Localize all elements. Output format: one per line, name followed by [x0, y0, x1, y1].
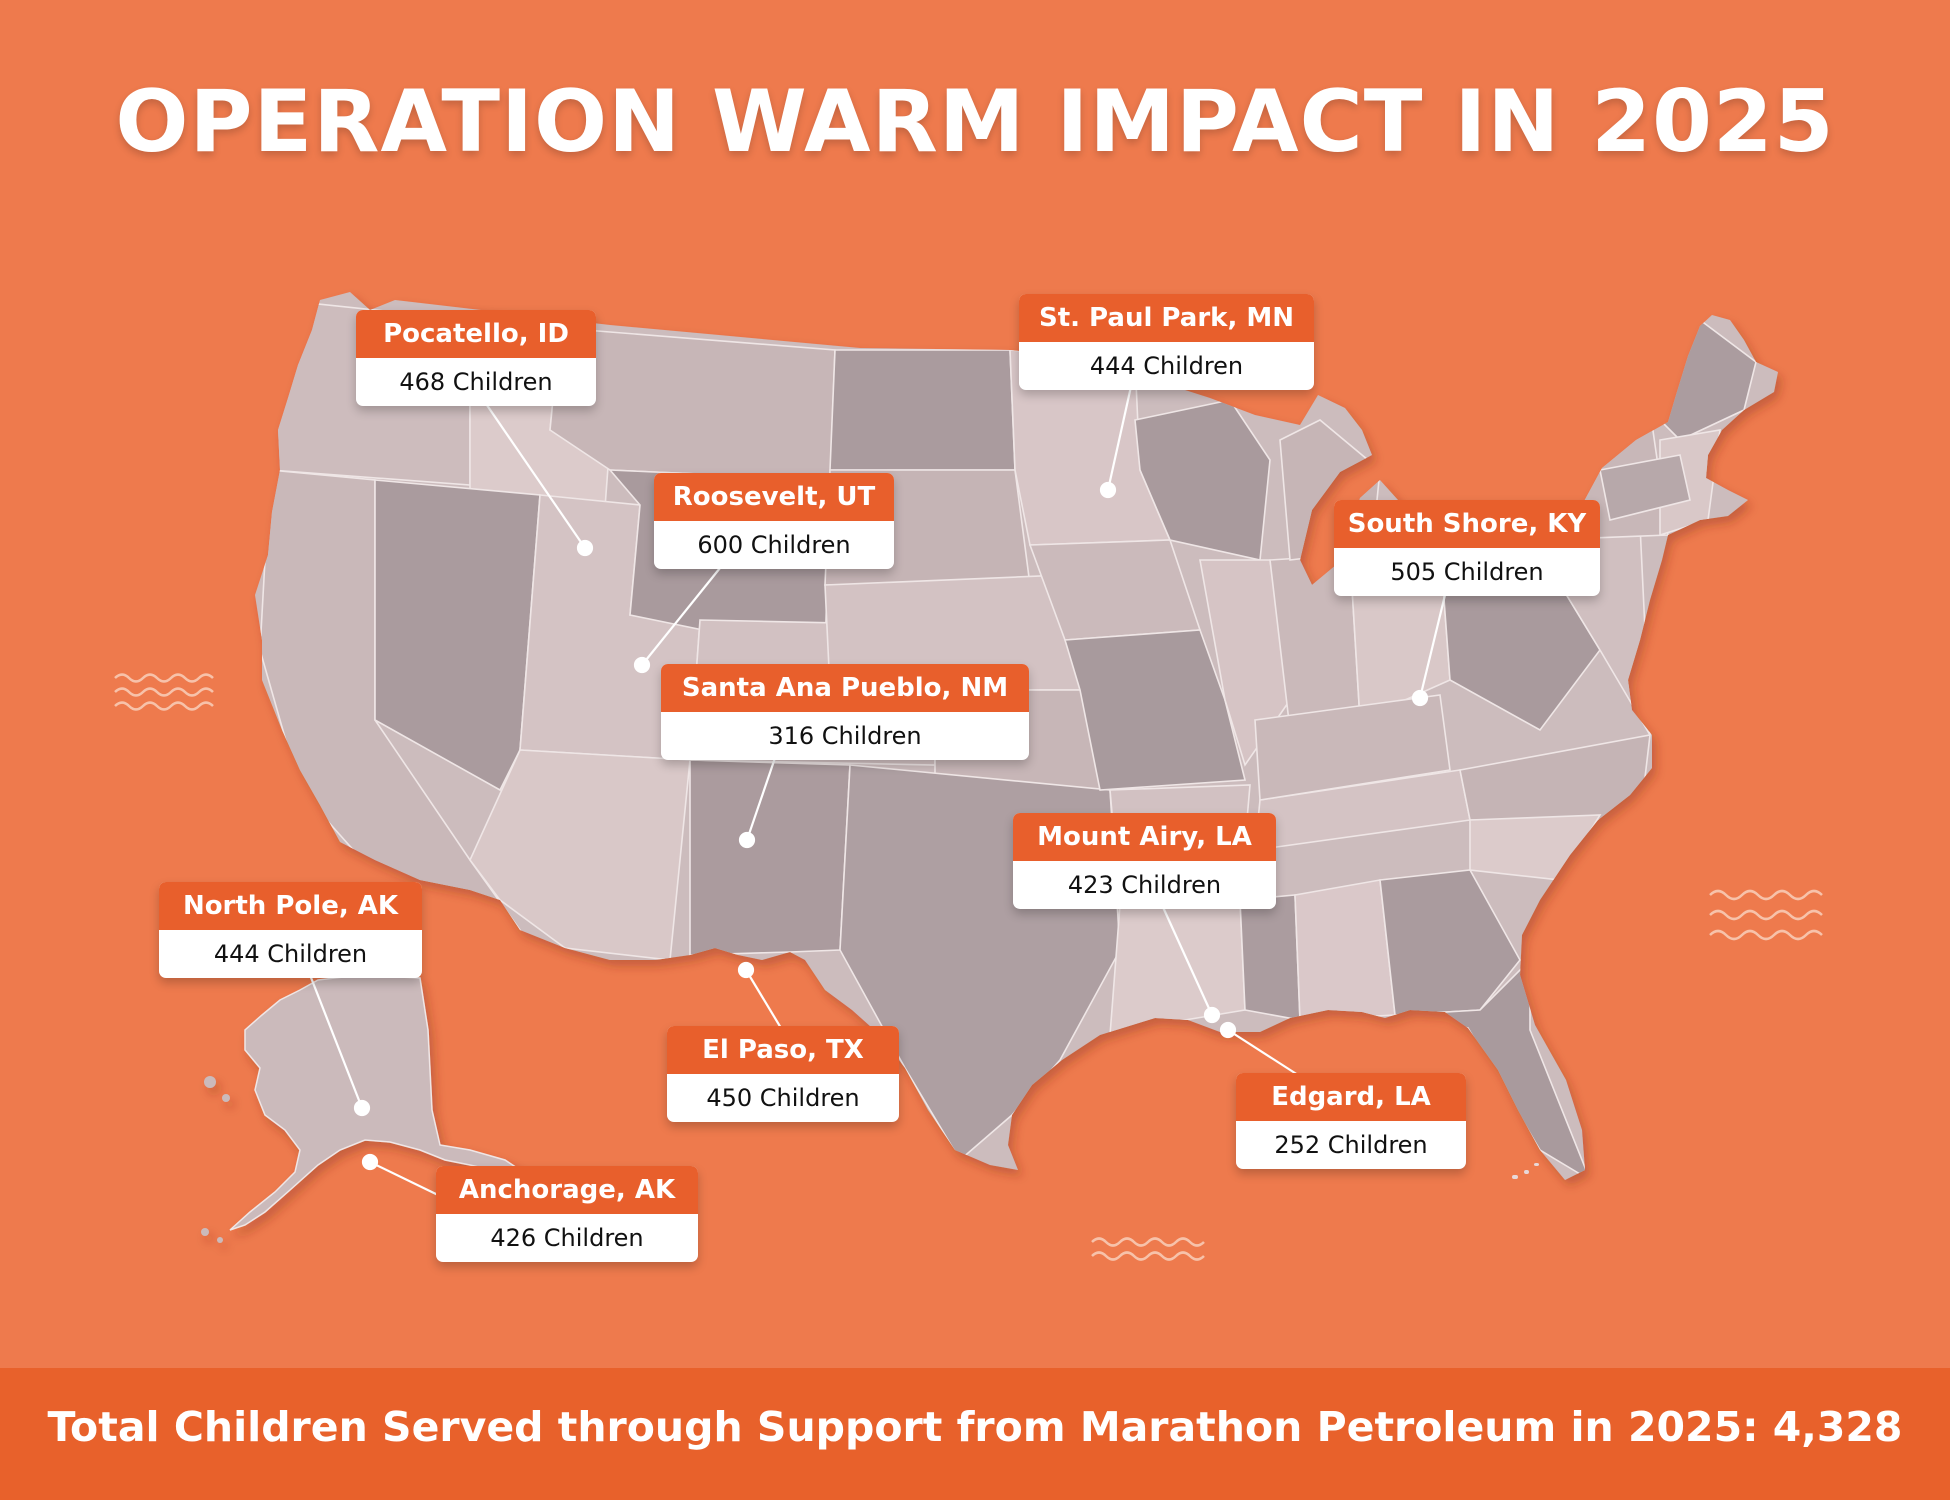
label-north-pole: North Pole, AK 444 Children: [159, 882, 422, 978]
label-pocatello: Pocatello, ID 468 Children: [356, 310, 596, 406]
label-children: 600 Children: [697, 531, 851, 559]
label-city: El Paso, TX: [667, 1026, 899, 1074]
label-city: Pocatello, ID: [356, 310, 596, 358]
label-city: Roosevelt, UT: [654, 473, 894, 521]
label-children: 505 Children: [1390, 558, 1544, 586]
label-children: 423 Children: [1067, 871, 1222, 899]
label-city: Santa Ana Pueblo, NM: [661, 664, 1029, 712]
label-children: 450 Children: [706, 1084, 860, 1112]
label-santa-ana-pueblo: Santa Ana Pueblo, NM 316 Children: [661, 664, 1029, 760]
label-city: Mount Airy, LA: [1013, 813, 1276, 861]
label-city: Edgard, LA: [1236, 1073, 1466, 1121]
connectors: [308, 381, 1447, 1196]
marker-santa-ana-pueblo: [738, 831, 756, 849]
total-footer: Total Children Served through Support fr…: [0, 1368, 1950, 1500]
label-el-paso: El Paso, TX 450 Children: [667, 1026, 899, 1122]
marker-el-paso: [737, 961, 755, 979]
label-children: 426 Children: [490, 1224, 644, 1252]
label-anchorage: Anchorage, AK 426 Children: [436, 1166, 698, 1262]
marker-roosevelt: [633, 656, 651, 674]
label-children: 468 Children: [399, 368, 553, 396]
label-mount-airy: Mount Airy, LA 423 Children: [1013, 813, 1276, 909]
label-city: Anchorage, AK: [436, 1166, 698, 1214]
keys-islands: [1512, 1163, 1539, 1179]
label-children: 444 Children: [1089, 352, 1244, 380]
label-city: South Shore, KY: [1334, 500, 1600, 548]
marker-north-pole: [353, 1099, 371, 1117]
label-city: St. Paul Park, MN: [1019, 294, 1314, 342]
label-edgard: Edgard, LA 252 Children: [1236, 1073, 1466, 1169]
page-title: OPERATION WARM IMPACT IN 2025: [115, 72, 1835, 172]
marker-mount-airy: [1203, 1006, 1221, 1024]
label-south-shore: South Shore, KY 505 Children: [1334, 500, 1600, 596]
alaska: [201, 974, 523, 1243]
label-roosevelt: Roosevelt, UT 600 Children: [654, 473, 894, 569]
marker-edgard: [1219, 1021, 1237, 1039]
marker-pocatello: [576, 539, 594, 557]
marker-st-paul-park: [1099, 481, 1117, 499]
label-children: 444 Children: [213, 940, 368, 968]
marker-south-shore: [1411, 689, 1429, 707]
decorative-waves: [114, 673, 1823, 1261]
label-children: 316 Children: [768, 722, 922, 750]
marker-anchorage: [361, 1153, 379, 1171]
label-children: 252 Children: [1274, 1131, 1428, 1159]
label-st-paul-park: St. Paul Park, MN 444 Children: [1019, 294, 1314, 390]
label-city: North Pole, AK: [159, 882, 422, 930]
